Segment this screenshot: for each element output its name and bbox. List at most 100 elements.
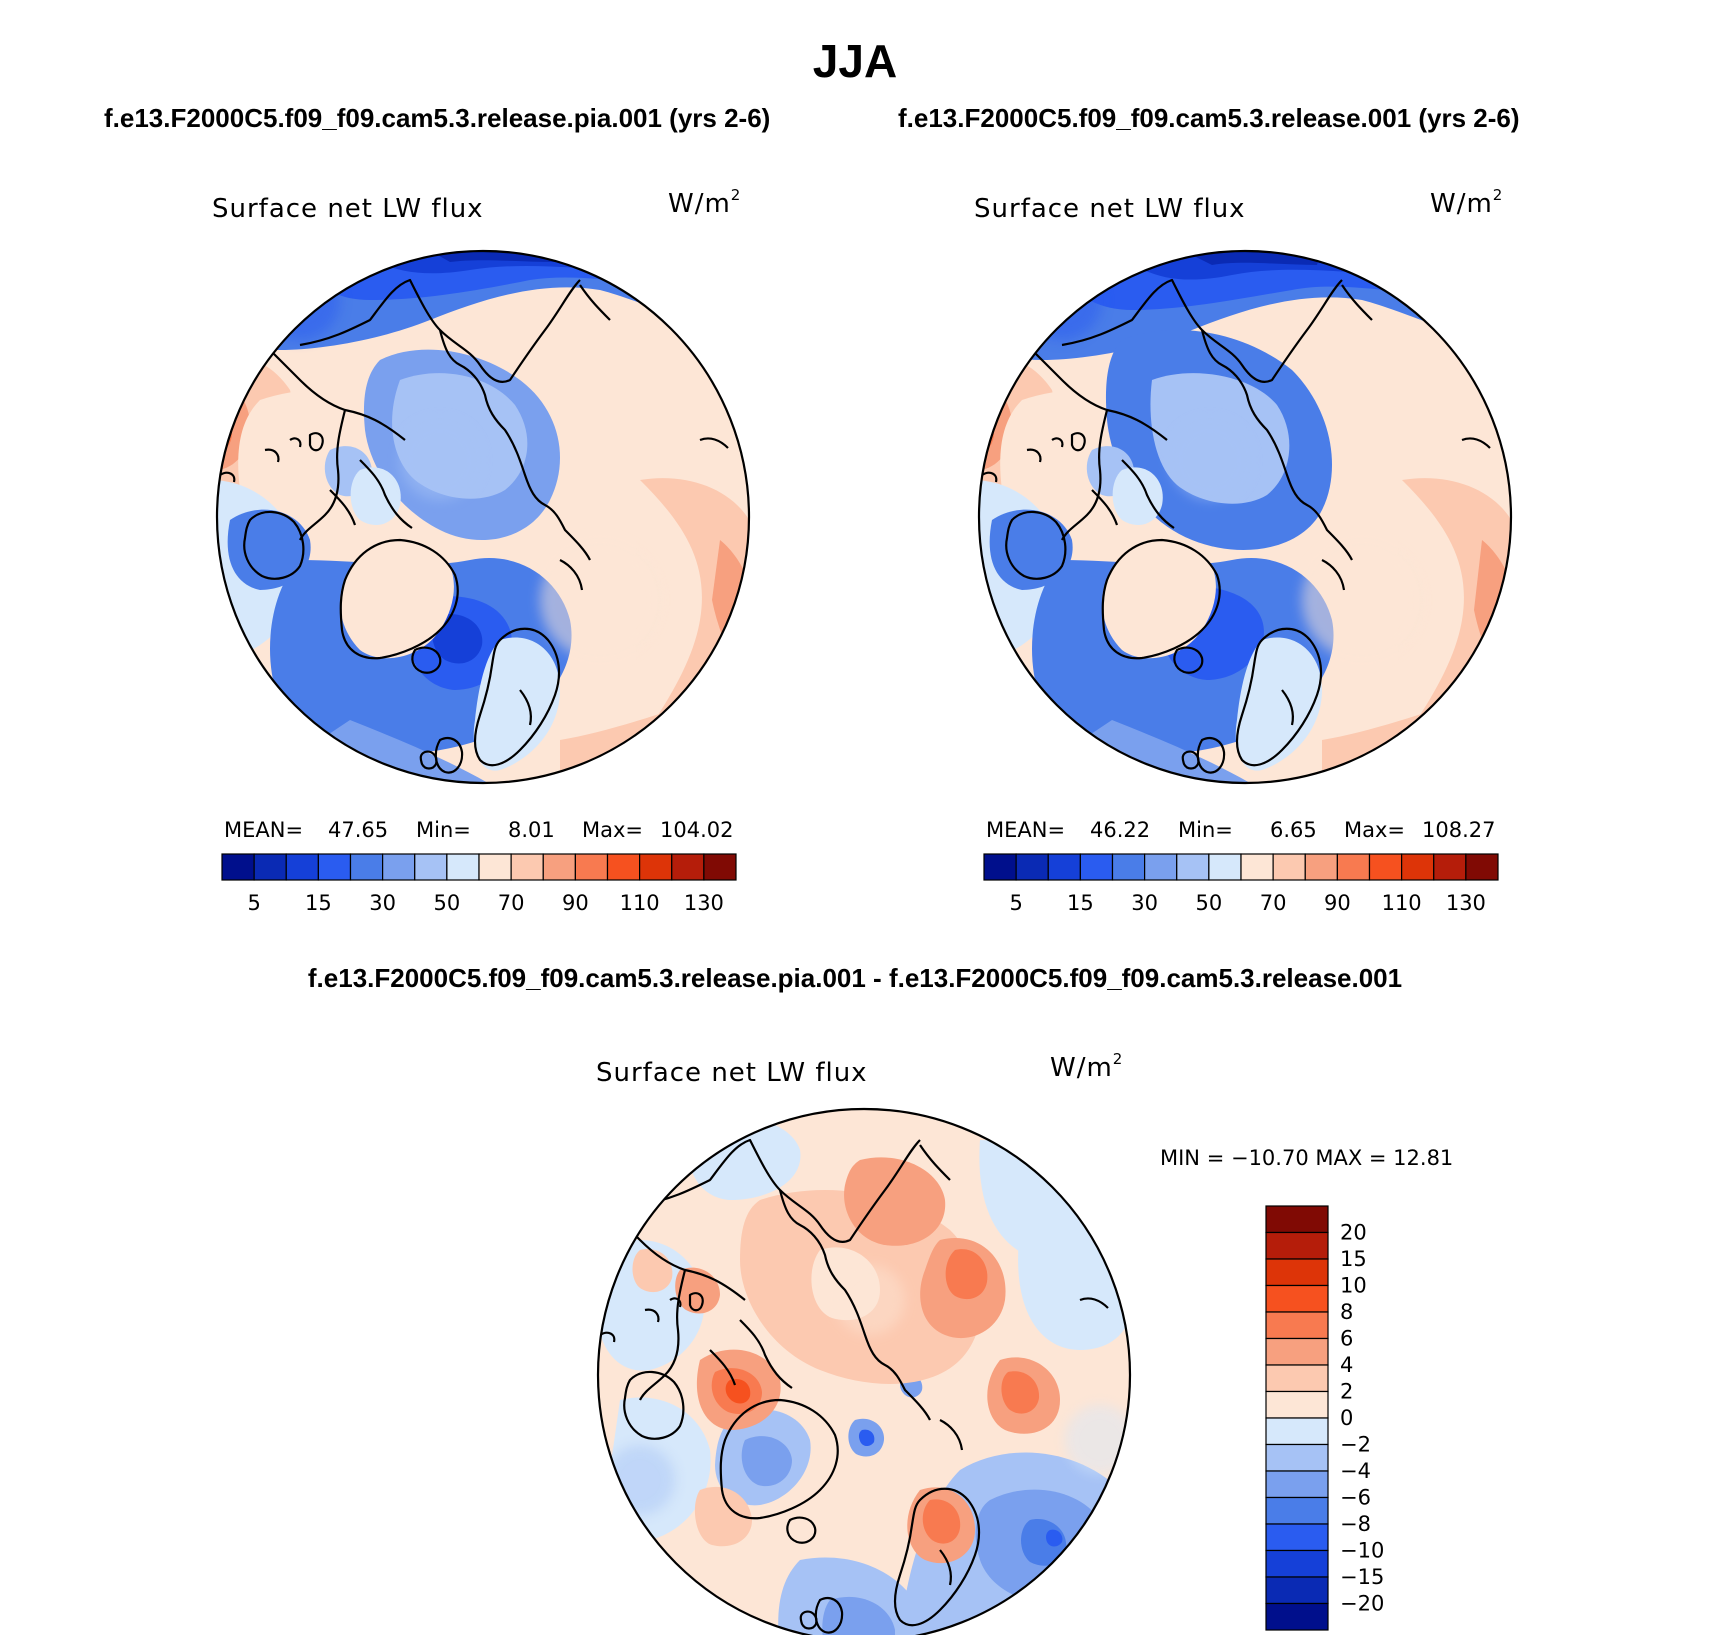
- difference-colorbar-swatch: [1265, 1496, 1329, 1525]
- right-colorbar-swatch: [1047, 853, 1081, 881]
- left-colorbar-swatch: [478, 853, 512, 881]
- difference-colorbar-swatch: [1265, 1602, 1329, 1631]
- left-colorbar-swatch: [542, 853, 576, 881]
- right-colorbar: 5 15 30 50 70 90 110 130: [983, 853, 1499, 915]
- right-colorbar-swatch: [1176, 853, 1210, 881]
- difference-colorbar-swatch: [1265, 1258, 1329, 1287]
- left-colorbar-swatch: [703, 853, 737, 881]
- right-colorbar-swatch: [983, 853, 1017, 881]
- left-colorbar-tick-label: 50: [434, 891, 461, 915]
- right-min-label: Min=: [1178, 818, 1233, 842]
- difference-colorbar-tick-label: 6: [1340, 1327, 1353, 1351]
- left-colorbar-tick-label: 130: [684, 891, 724, 915]
- difference-title: f.e13.F2000C5.f09_f09.cam5.3.release.pia…: [307, 963, 1403, 993]
- right-colorbar-swatch: [1015, 853, 1049, 881]
- difference-colorbar-tick-label: −15: [1340, 1565, 1384, 1589]
- difference-colorbar-swatch: [1265, 1311, 1329, 1340]
- right-mean-value: 46.22: [1090, 818, 1151, 842]
- difference-colorbar-tick-label: 20: [1340, 1221, 1367, 1245]
- difference-colorbar-swatch: [1265, 1417, 1329, 1446]
- difference-colorbar-swatch: [1265, 1337, 1329, 1366]
- right-colorbar-swatch: [1465, 853, 1499, 881]
- right-panel-variable: Surface net LW flux: [974, 194, 1246, 224]
- right-colorbar-swatch: [1368, 853, 1403, 881]
- left-colorbar: 5 15 30 50 70 90 110 130: [221, 853, 737, 915]
- left-colorbar-swatch: [253, 853, 287, 881]
- left-colorbar-swatch: [349, 853, 384, 881]
- difference-variable: Surface net LW flux: [596, 1058, 868, 1088]
- left-min-value: 8.01: [508, 818, 555, 842]
- right-colorbar-tick-label: 90: [1324, 891, 1351, 915]
- right-colorbar-tick-label: 70: [1260, 891, 1287, 915]
- difference-colorbar-tick-label: −6: [1340, 1486, 1371, 1510]
- left-colorbar-swatch: [317, 853, 352, 881]
- right-mean-label: MEAN=: [986, 818, 1066, 842]
- left-colorbar-tick-label: 5: [247, 891, 260, 915]
- right-case-title: f.e13.F2000C5.f09_f09.cam5.3.release.001…: [898, 103, 1520, 133]
- difference-colorbar-tick-label: 0: [1340, 1406, 1353, 1430]
- difference-colorbar-tick-label: 2: [1340, 1380, 1353, 1404]
- right-colorbar-tick-label: 5: [1009, 891, 1022, 915]
- difference-colorbar-swatch: [1265, 1205, 1329, 1234]
- left-mean-label: MEAN=: [224, 818, 304, 842]
- right-colorbar-tick-label: 30: [1131, 891, 1158, 915]
- left-colorbar-swatch: [221, 853, 255, 881]
- difference-colorbar-swatch: [1265, 1284, 1329, 1313]
- left-colorbar-swatch: [414, 853, 448, 881]
- difference-colorbar-tick-label: −20: [1340, 1592, 1384, 1616]
- right-colorbar-swatch: [1336, 853, 1371, 881]
- right-min-value: 6.65: [1270, 818, 1317, 842]
- difference-colorbar-swatch: [1265, 1576, 1329, 1605]
- difference-minmax: MIN = −10.70 MAX = 12.81: [1160, 1146, 1454, 1170]
- right-colorbar-swatch: [1304, 853, 1338, 881]
- difference-colorbar-tick-label: −4: [1340, 1459, 1371, 1483]
- difference-colorbar-tick-label: 10: [1340, 1274, 1367, 1298]
- left-colorbar-swatch: [574, 853, 609, 881]
- difference-colorbar-tick-label: 15: [1340, 1247, 1367, 1271]
- right-colorbar-swatch: [1401, 853, 1435, 881]
- right-colorbar-tick-label: 50: [1196, 891, 1223, 915]
- left-colorbar-tick-label: 15: [305, 891, 332, 915]
- difference-units: W/m2: [1050, 1050, 1124, 1083]
- difference-colorbar-swatch: [1265, 1390, 1329, 1419]
- left-panel-variable: Surface net LW flux: [212, 194, 484, 224]
- difference-polar-map: [596, 1107, 1132, 1635]
- right-colorbar-tick-label: 15: [1067, 891, 1094, 915]
- right-colorbar-swatch: [1208, 853, 1242, 881]
- left-min-label: Min=: [416, 818, 471, 842]
- difference-colorbar-swatch: [1265, 1231, 1329, 1260]
- left-colorbar-swatch: [510, 853, 544, 881]
- left-colorbar-swatch: [446, 853, 480, 881]
- right-polar-map: [977, 249, 1513, 785]
- difference-colorbar-swatch: [1265, 1549, 1329, 1578]
- right-colorbar-swatch: [1272, 853, 1306, 881]
- left-colorbar-swatch: [285, 853, 319, 881]
- left-colorbar-tick-label: 70: [498, 891, 525, 915]
- left-max-label: Max=: [582, 818, 644, 842]
- left-colorbar-swatch: [382, 853, 416, 881]
- right-max-label: Max=: [1344, 818, 1406, 842]
- main-title: JJA: [812, 35, 898, 87]
- left-mean-value: 47.65: [328, 818, 389, 842]
- difference-colorbar-tick-label: −10: [1340, 1539, 1384, 1563]
- left-colorbar-swatch: [606, 853, 641, 881]
- right-colorbar-tick-label: 110: [1382, 891, 1422, 915]
- left-max-value: 104.02: [660, 818, 734, 842]
- difference-colorbar-swatch: [1265, 1470, 1329, 1499]
- left-case-title: f.e13.F2000C5.f09_f09.cam5.3.release.pia…: [104, 103, 771, 133]
- right-colorbar-tick-label: 130: [1446, 891, 1486, 915]
- right-colorbar-swatch: [1144, 853, 1178, 881]
- right-panel-units: W/m2: [1430, 186, 1504, 219]
- left-colorbar-tick-label: 110: [620, 891, 660, 915]
- right-colorbar-swatch: [1079, 853, 1114, 881]
- difference-colorbar-tick-label: −2: [1340, 1433, 1371, 1457]
- difference-colorbar-swatch: [1265, 1364, 1329, 1393]
- difference-colorbar-tick-label: 8: [1340, 1300, 1353, 1324]
- left-polar-map: [215, 249, 751, 785]
- difference-colorbar-tick-label: −8: [1340, 1512, 1371, 1536]
- difference-colorbar-swatch: [1265, 1523, 1329, 1552]
- difference-colorbar-tick-label: 4: [1340, 1353, 1353, 1377]
- left-colorbar-tick-label: 30: [369, 891, 396, 915]
